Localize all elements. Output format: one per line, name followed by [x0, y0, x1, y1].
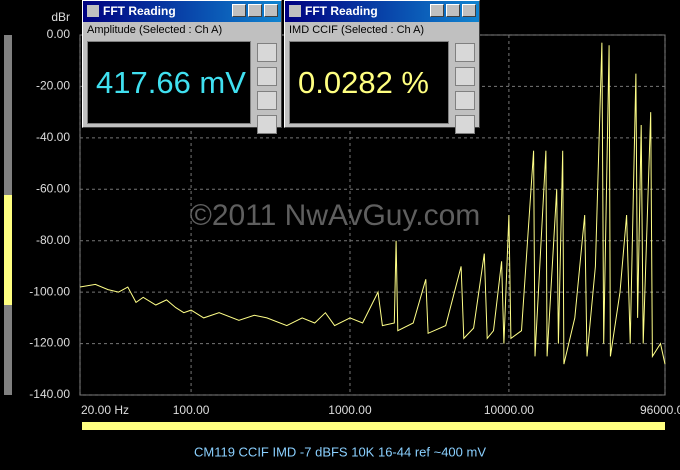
- window-title: FFT Reading: [103, 4, 176, 18]
- window-subtitle: Amplitude (Selected : Ch A): [87, 24, 223, 36]
- x-tick-label: 100.00: [173, 403, 210, 417]
- x-tick-label: 20.00 Hz: [81, 403, 129, 417]
- y-tick-label: -60.00: [36, 181, 70, 195]
- x-tick-label: 96000.00: [640, 403, 680, 417]
- y-tick-label: -120.00: [29, 336, 70, 350]
- window-subtitle: IMD CCIF (Selected : Ch A): [289, 24, 425, 36]
- y-tick-label: -80.00: [36, 233, 70, 247]
- y-tick-label: -100.00: [29, 284, 70, 298]
- fft-window[interactable]: FFT Reading IMD CCIF (Selected : Ch A) 0…: [284, 0, 480, 134]
- y-tick-label: -140.00: [29, 387, 70, 401]
- reading: 0.0282 %: [289, 41, 449, 124]
- y-tick-label: 0.00: [47, 27, 71, 41]
- y-tick-label: -20.00: [36, 79, 70, 93]
- y-axis-label: dBr: [51, 10, 70, 24]
- scroll-bar[interactable]: [82, 422, 665, 430]
- x-tick-label: 1000.00: [328, 403, 372, 417]
- reading: 417.66 mV: [87, 41, 251, 124]
- level-meter-fill: [4, 195, 12, 305]
- x-tick-label: 10000.00: [484, 403, 534, 417]
- y-tick-label: -40.00: [36, 130, 70, 144]
- chart-title: CM119 CCIF IMD -7 dBFS 10K 16-44 ref ~40…: [194, 444, 486, 459]
- watermark: ©2011 NwAvGuy.com: [190, 199, 481, 232]
- title-bar[interactable]: FFT Reading: [83, 1, 281, 22]
- title-bar[interactable]: FFT Reading: [285, 1, 479, 22]
- fft-window[interactable]: FFT Reading Amplitude (Selected : Ch A) …: [82, 0, 282, 134]
- spectrum-line: [79, 42, 666, 365]
- window-title: FFT Reading: [305, 4, 378, 18]
